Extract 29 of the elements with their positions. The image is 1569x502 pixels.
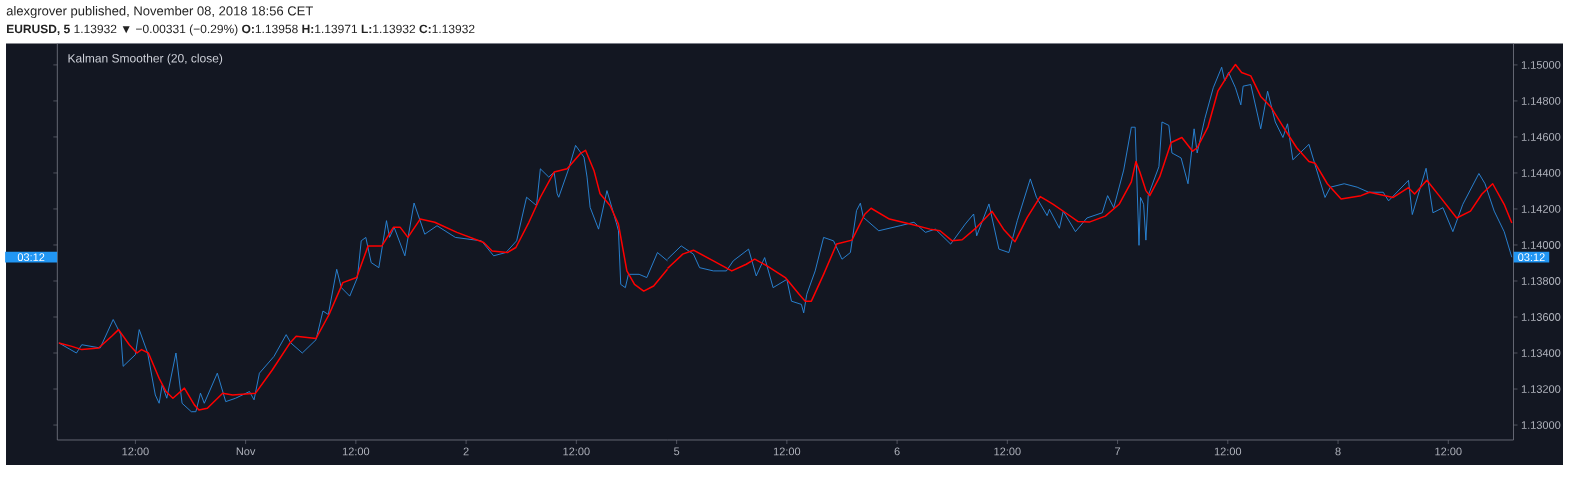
x-tick-label: 12:00 bbox=[563, 447, 590, 456]
y-tick-label: 1.13400 bbox=[1521, 349, 1561, 357]
y-tick-label: 1.13000 bbox=[1521, 421, 1561, 429]
text: 03:12 bbox=[17, 253, 45, 262]
y-tick-label: 1.13200 bbox=[1521, 385, 1561, 393]
annotation: Kalman Smoother (20, close) bbox=[68, 53, 223, 65]
text: EURUSD, 5 1.13932 ▼ −0.00331 (−0.29%) O:1.13958 H:1.13971 L:1.13932 C:1.13932 bbox=[7, 24, 475, 36]
x-tick-label: 12:00 bbox=[342, 447, 370, 456]
y-tick-label: 1.14200 bbox=[1521, 205, 1561, 213]
y-tick-label: 1.15000 bbox=[1521, 61, 1561, 69]
x-tick-label: 2 bbox=[463, 447, 469, 456]
x-tick-label: 12:00 bbox=[1214, 447, 1242, 456]
chart-title: alexgrover published, November 08, 2018 18:56 CET bbox=[6, 5, 313, 19]
y-tick-label: 1.14000 bbox=[1521, 241, 1561, 249]
x-tick-label: 6 bbox=[894, 447, 900, 456]
x-tick-label: 7 bbox=[1115, 447, 1121, 456]
x-tick-label: 12:00 bbox=[773, 447, 801, 456]
x-tick-label: 12:00 bbox=[1435, 447, 1462, 456]
y-tick-label: 1.14400 bbox=[1521, 169, 1561, 177]
y-tick-label: 1.13600 bbox=[1521, 313, 1561, 321]
y-tick-label: 1.13800 bbox=[1521, 277, 1561, 285]
x-tick-label: Nov bbox=[236, 447, 256, 456]
x-tick-label: 5 bbox=[674, 447, 680, 456]
y-tick-label: 1.14800 bbox=[1521, 97, 1561, 105]
text: 03:12 bbox=[1518, 253, 1545, 262]
x-tick-label: 8 bbox=[1335, 447, 1341, 456]
x-tick-label: 12:00 bbox=[994, 447, 1021, 456]
x-tick-label: 12:00 bbox=[122, 447, 149, 456]
y-tick-label: 1.14600 bbox=[1521, 133, 1561, 141]
